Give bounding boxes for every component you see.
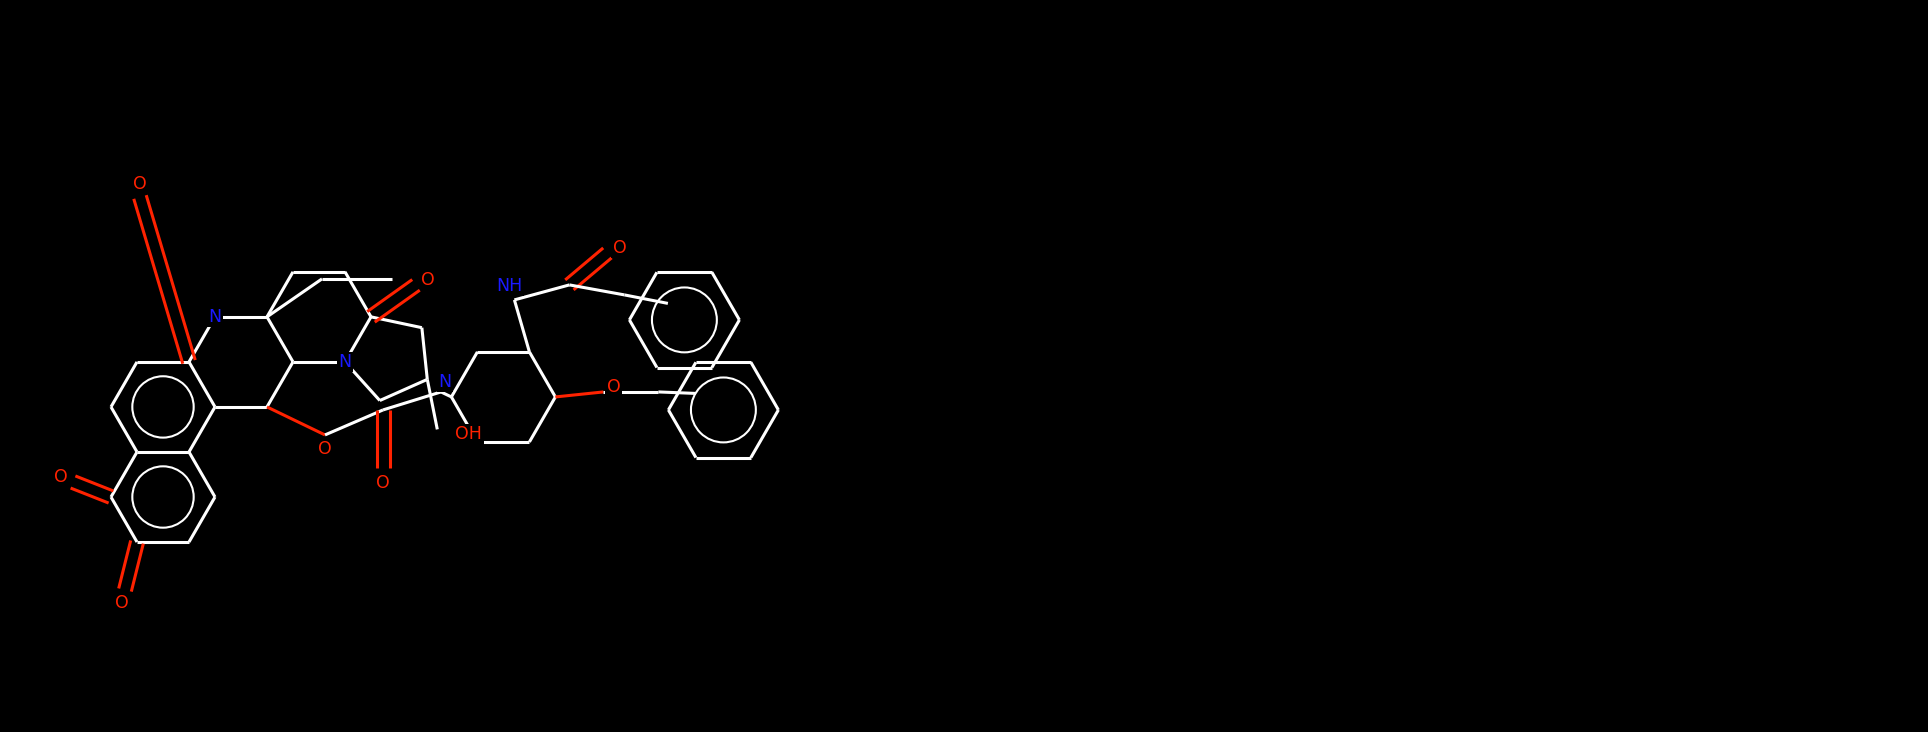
Text: O: O xyxy=(54,468,67,486)
Text: O: O xyxy=(607,378,621,396)
Text: NH: NH xyxy=(495,277,522,295)
Text: N: N xyxy=(208,308,222,326)
Text: O: O xyxy=(376,474,389,492)
Text: OH: OH xyxy=(455,425,482,444)
Text: N: N xyxy=(339,353,351,371)
Text: O: O xyxy=(420,271,436,289)
Text: O: O xyxy=(116,594,129,612)
Text: O: O xyxy=(318,440,332,458)
Text: N: N xyxy=(438,373,451,391)
Text: O: O xyxy=(613,239,627,257)
Text: O: O xyxy=(133,175,147,193)
